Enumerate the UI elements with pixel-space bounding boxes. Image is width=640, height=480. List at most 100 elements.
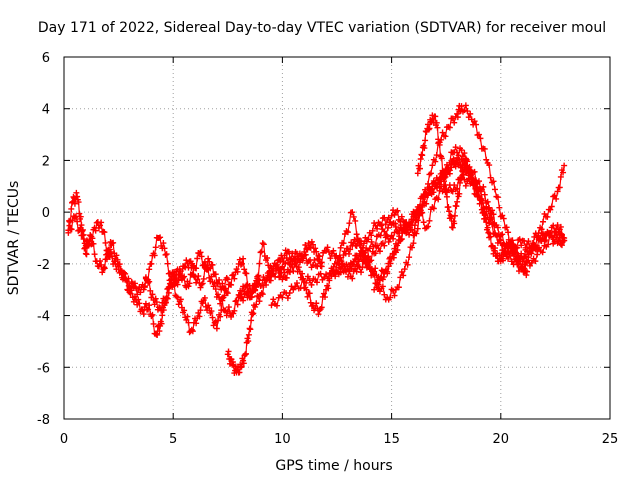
data-point [446, 208, 453, 215]
x-tick-label: 25 [602, 432, 619, 447]
x-tick-label: 10 [274, 432, 291, 447]
data-point [184, 313, 191, 320]
data-point [524, 268, 531, 275]
y-tick-label: 6 [42, 51, 50, 66]
data-point [522, 253, 529, 260]
data-point [161, 245, 168, 252]
data-point [435, 196, 442, 203]
data-point [249, 311, 256, 318]
data-point [315, 311, 322, 318]
data-point [349, 275, 356, 282]
data-point [417, 155, 424, 162]
data-point [425, 185, 431, 192]
data-point [308, 303, 315, 310]
data-point [77, 224, 84, 231]
data-point [171, 282, 178, 289]
data-point [427, 170, 434, 177]
data-point [489, 207, 496, 214]
data-point [425, 126, 432, 133]
data-point [331, 260, 338, 267]
data-point [503, 224, 510, 231]
data-point [80, 231, 87, 238]
data-point [446, 159, 453, 166]
data-point [284, 295, 291, 302]
data-point [131, 280, 138, 287]
data-point [544, 228, 551, 235]
data-point [516, 261, 522, 268]
data-point [524, 241, 531, 248]
data-point [480, 183, 487, 190]
data-point [118, 268, 125, 275]
data-point [423, 191, 430, 198]
data-point [394, 247, 401, 254]
data-point [325, 285, 332, 292]
data-point [293, 280, 300, 287]
data-point [476, 200, 483, 207]
data-point [76, 210, 83, 217]
data-point [371, 270, 378, 277]
data-point [259, 282, 266, 289]
data-point [181, 307, 188, 314]
x-tick-label: 15 [383, 432, 400, 447]
data-point [175, 301, 182, 308]
data-point [416, 165, 423, 172]
data-point [237, 364, 244, 371]
data-point [385, 238, 392, 245]
data-point [466, 163, 473, 170]
data-point [548, 203, 555, 210]
data-point [218, 307, 225, 314]
x-tick-label: 5 [169, 432, 177, 447]
data-point [430, 205, 437, 212]
data-point [406, 254, 413, 261]
data-point [332, 273, 339, 280]
data-point [97, 257, 104, 264]
data-point [147, 287, 154, 294]
data-point [238, 260, 245, 267]
data-point [481, 145, 488, 152]
data-point [138, 306, 145, 313]
data-point [540, 218, 547, 225]
data-point [432, 113, 439, 120]
data-point [198, 253, 205, 260]
data-point [237, 287, 244, 294]
data-point [75, 227, 82, 234]
data-point [286, 289, 293, 296]
data-point [379, 283, 386, 290]
data-point [414, 225, 421, 232]
data-point [135, 296, 142, 303]
data-point [560, 169, 567, 176]
data-point [210, 322, 217, 329]
data-point [308, 281, 315, 288]
data-point [517, 256, 524, 263]
data-point [194, 255, 201, 262]
data-point [222, 285, 229, 292]
data-point [199, 300, 206, 307]
data-point [199, 280, 206, 287]
data-point [436, 141, 443, 148]
data-point [243, 270, 250, 277]
data-point [174, 281, 181, 288]
data-point [418, 151, 425, 158]
data-point [425, 223, 431, 230]
data-point [362, 260, 369, 267]
data-point [109, 253, 116, 260]
data-point [302, 251, 309, 258]
data-point [318, 259, 325, 266]
data-point [256, 260, 263, 267]
data-point [281, 269, 288, 276]
data-point [381, 242, 388, 249]
data-point [422, 194, 429, 201]
data-point [346, 250, 353, 257]
data-point [365, 236, 372, 243]
data-point [462, 102, 469, 109]
data-point [480, 205, 487, 212]
data-point [487, 216, 494, 223]
y-tick-label: -6 [37, 361, 50, 376]
data-point [375, 245, 382, 252]
data-point [548, 232, 555, 239]
data-point [523, 272, 530, 279]
data-point [75, 199, 82, 206]
data-point [505, 229, 512, 236]
data-point [174, 294, 181, 301]
data-point [427, 189, 434, 196]
